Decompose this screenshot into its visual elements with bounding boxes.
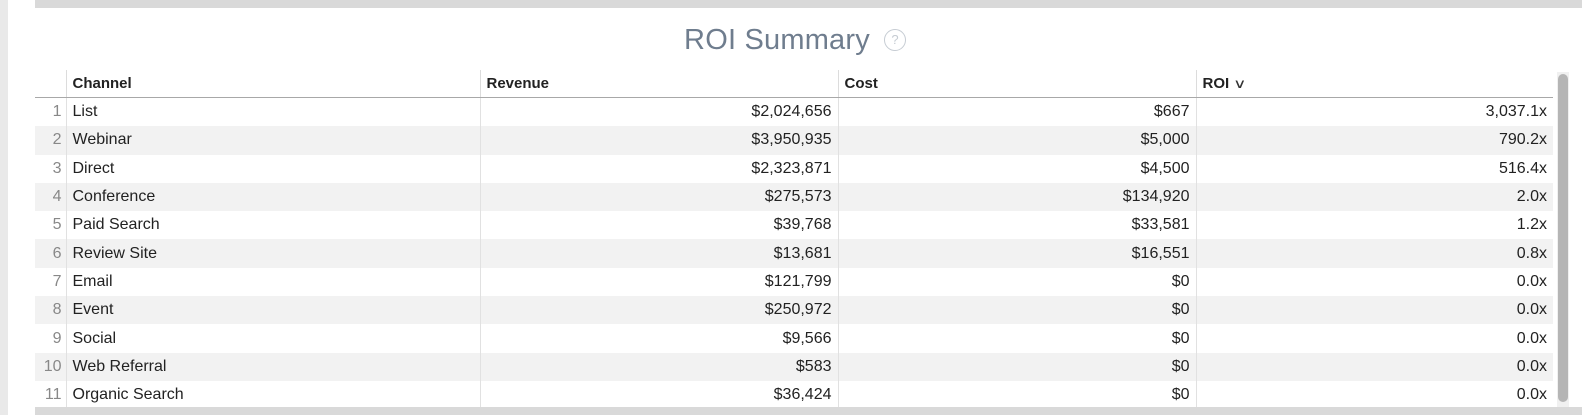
column-header-roi[interactable]: ROI ∨ (1195, 70, 1553, 98)
column-header-channel[interactable]: Channel (65, 70, 480, 98)
cell-channel: Paid Search (65, 211, 480, 240)
cell-roi: 0.8x (1195, 239, 1553, 268)
column-header-roi-label: ROI (1202, 75, 1230, 92)
row-index: 9 (52, 329, 62, 347)
panel-header: ROI Summary ? (8, 18, 1582, 62)
vertical-scrollbar[interactable] (1557, 72, 1569, 410)
row-index: 1 (52, 103, 62, 121)
cell-revenue: $583 (479, 352, 838, 381)
cell-roi: 0.0x (1195, 352, 1553, 381)
cell-roi: 0.0x (1195, 324, 1553, 353)
cell-cost: $0 (837, 352, 1196, 381)
roi-table-container[interactable]: Channel Revenue Cost ROI ∨ 1 List $2,024,65… (35, 70, 1553, 408)
cell-revenue: $121,799 (479, 267, 838, 297)
table-row[interactable]: 4 Conference $275,573 $134,920 2.0x (35, 182, 1553, 212)
cell-cost: $16,551 (837, 239, 1196, 268)
cell-channel: Organic Search (65, 380, 480, 408)
cell-roi: 2.0x (1195, 182, 1553, 212)
table-row[interactable]: 8 Event $250,972 $0 0.0x (35, 296, 1553, 325)
cell-revenue: $250,972 (479, 296, 838, 325)
cell-channel: Web Referral (65, 352, 480, 381)
row-index: 10 (35, 352, 66, 381)
cell-roi: 516.4x (1195, 154, 1553, 183)
cell-revenue: $2,024,656 (479, 97, 838, 127)
cell-cost: $5,000 (837, 126, 1196, 155)
table-row[interactable]: 7 Email $121,799 $0 0.0x (35, 267, 1553, 297)
row-index: 8 (35, 296, 66, 325)
roi-summary-panel: ROI Summary ? Channel Revenue Cost ROI ∨ (8, 0, 1582, 415)
cell-roi: 0.0x (1195, 296, 1553, 325)
cell-channel: Email (65, 267, 480, 297)
column-header-revenue[interactable]: Revenue (479, 70, 838, 98)
row-index-header (35, 70, 66, 98)
cell-channel: Social (65, 324, 480, 353)
row-index: 4 (35, 182, 66, 212)
question-circle-icon[interactable]: ? (883, 29, 906, 51)
roi-table: Channel Revenue Cost ROI ∨ 1 List $2,024,65… (35, 70, 1553, 408)
table-body: 1 List $2,024,656 $667 3,037.1x 2 Webinar $3,95… (35, 97, 1553, 408)
cell-cost: $134,920 (837, 182, 1196, 212)
cell-channel: List (65, 97, 480, 127)
table-header-row: Channel Revenue Cost ROI ∨ (35, 70, 1553, 98)
cell-revenue: $9,566 (479, 324, 838, 353)
cell-revenue: $275,573 (479, 182, 838, 212)
table-row[interactable]: 11 Organic Search $36,424 $0 0.0x (35, 380, 1553, 408)
cell-roi: 790.2x (1195, 126, 1553, 155)
cell-cost: $0 (837, 324, 1196, 353)
cell-revenue: $39,768 (479, 211, 838, 240)
cell-channel: Event (65, 296, 480, 325)
chevron-down-icon[interactable]: ∨ (1233, 76, 1247, 91)
cell-channel: Conference (65, 182, 480, 212)
cell-cost: $0 (837, 380, 1196, 408)
table-row[interactable]: 9 Social $9,566 $0 0.0x (35, 324, 1553, 353)
cell-cost: $4,500 (837, 154, 1196, 183)
panel-bottom-border (35, 407, 1582, 415)
page-title: ROI Summary (684, 23, 870, 56)
row-index: 5 (52, 216, 62, 234)
cell-channel: Webinar (65, 126, 480, 155)
cell-cost: $33,581 (837, 211, 1196, 240)
cell-revenue: $2,323,871 (479, 154, 838, 183)
cell-roi: 3,037.1x (1195, 97, 1553, 127)
panel-top-border (35, 0, 1582, 8)
cell-channel: Direct (65, 154, 480, 183)
cell-revenue: $3,950,935 (479, 126, 838, 155)
cell-cost: $0 (837, 296, 1196, 325)
row-index: 2 (35, 126, 66, 155)
cell-cost: $0 (837, 267, 1196, 297)
cell-revenue: $13,681 (479, 239, 838, 268)
row-index: 7 (52, 272, 62, 290)
table-row[interactable]: 6 Review Site $13,681 $16,551 0.8x (35, 239, 1553, 268)
table-row[interactable]: 3 Direct $2,323,871 $4,500 516.4x (35, 154, 1553, 183)
cell-revenue: $36,424 (479, 380, 838, 408)
table-row[interactable]: 5 Paid Search $39,768 $33,581 1.2x (35, 211, 1553, 240)
table-row[interactable]: 2 Webinar $3,950,935 $5,000 790.2x (35, 126, 1553, 155)
cell-roi: 0.0x (1195, 380, 1553, 408)
scrollbar-thumb[interactable] (1558, 74, 1568, 402)
row-index: 3 (52, 159, 62, 177)
row-index: 6 (35, 239, 66, 268)
column-header-cost[interactable]: Cost (837, 70, 1196, 98)
cell-roi: 1.2x (1195, 211, 1553, 240)
cell-roi: 0.0x (1195, 267, 1553, 297)
row-index: 11 (44, 386, 62, 404)
cell-cost: $667 (837, 97, 1196, 127)
table-row[interactable]: 1 List $2,024,656 $667 3,037.1x (35, 97, 1553, 127)
cell-channel: Review Site (65, 239, 480, 268)
table-row[interactable]: 10 Web Referral $583 $0 0.0x (35, 352, 1553, 381)
